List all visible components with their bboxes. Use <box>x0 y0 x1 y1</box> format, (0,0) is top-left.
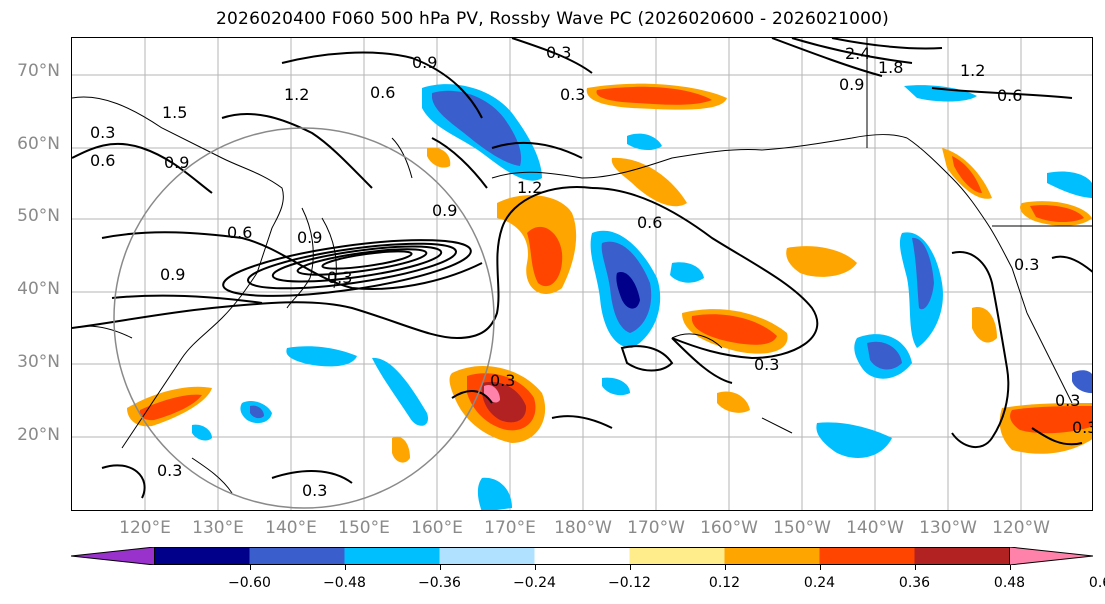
contour-label: 0.3 <box>560 85 585 104</box>
lon-label: 140°E <box>265 518 317 538</box>
lon-label: 120°W <box>992 518 1050 538</box>
colorbar <box>71 547 1093 565</box>
colorbar-tick-mark <box>439 565 441 570</box>
colorbar-swatch <box>724 547 820 565</box>
lon-label: 160°E <box>411 518 463 538</box>
colorbar-swatches <box>71 547 1093 565</box>
contour-label: 0.3 <box>327 268 352 287</box>
colorbar-tick-label: −0.48 <box>323 575 366 591</box>
rossby-wave-region-circle <box>113 127 495 509</box>
contour-label: 1.2 <box>517 178 542 197</box>
colorbar-swatch <box>914 547 1010 565</box>
colorbar-tick-mark <box>629 565 631 570</box>
lat-label-30n: 30°N <box>17 352 60 372</box>
colorbar-tick-label: 0.36 <box>898 575 931 591</box>
colorbar-swatch <box>71 547 155 565</box>
lon-label: 140°W <box>846 518 904 538</box>
contour-label: 0.3 <box>754 355 779 374</box>
contour-label: 0.9 <box>839 75 864 94</box>
colorbar-swatch <box>1009 547 1093 565</box>
lon-label: 120°E <box>119 518 171 538</box>
lat-label-50n: 50°N <box>17 206 60 226</box>
contour-label-layer: 0.3 0.3 2.4 1.8 0.9 1.2 0.6 0.6 1.5 0.9 … <box>90 43 1093 500</box>
colorbar-swatch <box>819 547 915 565</box>
coastlines <box>72 38 1092 494</box>
contour-label: 1.2 <box>284 85 309 104</box>
lat-label-60n: 60°N <box>17 134 60 154</box>
contour-label: 2.4 <box>845 44 870 63</box>
contour-label: 0.6 <box>637 213 662 232</box>
colorbar-tick-mark <box>819 565 821 570</box>
contour-label: 0.6 <box>997 86 1022 105</box>
contour-label: 0.3 <box>546 43 571 62</box>
pv-map-canvas: 0.3 0.3 2.4 1.8 0.9 1.2 0.6 0.6 1.5 0.9 … <box>72 38 1093 510</box>
colorbar-tick-label: −0.12 <box>608 575 651 591</box>
colorbar-tick-label: 0.12 <box>708 575 741 591</box>
colorbar-swatch <box>154 547 250 565</box>
contour-label: 0.3 <box>157 461 182 480</box>
lat-label-70n: 70°N <box>17 61 60 81</box>
pv-shading <box>127 83 1092 510</box>
colorbar-tick-mark <box>534 565 536 570</box>
contour-label: 1.8 <box>878 58 903 77</box>
colorbar-swatch <box>629 547 725 565</box>
colorbar-tick-label: −0.24 <box>513 575 556 591</box>
colorbar-tick-mark <box>914 565 916 570</box>
contour-label: 0.6 <box>90 151 115 170</box>
contour-label: 0.9 <box>432 201 457 220</box>
lon-label: 150°E <box>338 518 390 538</box>
lon-label: 170°E <box>484 518 536 538</box>
contour-label: 0.3 <box>1055 391 1080 410</box>
map-title: 2026020400 F060 500 hPa PV, Rossby Wave … <box>216 9 889 29</box>
lon-label: 180°W <box>554 518 612 538</box>
lon-label: 170°W <box>627 518 685 538</box>
lat-label-20n: 20°N <box>17 425 60 445</box>
contour-label: 0.6 <box>227 223 252 242</box>
contour-label: 0.9 <box>297 228 322 247</box>
contour-label: 0.9 <box>160 265 185 284</box>
colorbar-tick-mark <box>724 565 726 570</box>
colorbar-swatch <box>534 547 630 565</box>
colorbar-swatch <box>439 547 535 565</box>
lon-label: 150°W <box>773 518 831 538</box>
colorbar-border <box>154 547 1010 565</box>
contour-label: 1.2 <box>960 61 985 80</box>
contour-label: 0.3 <box>90 123 115 142</box>
colorbar-swatch <box>249 547 345 565</box>
colorbar-tick-mark <box>1009 565 1011 570</box>
lon-label: 130°W <box>919 518 977 538</box>
colorbar-tick-label: 0.24 <box>803 575 836 591</box>
contour-label: 0.6 <box>370 83 395 102</box>
contour-label: 0.9 <box>164 153 189 172</box>
colorbar-tick-label: −0.36 <box>418 575 461 591</box>
contour-label: 0.3 <box>490 371 515 390</box>
colorbar-tick-label: 0.48 <box>993 575 1026 591</box>
pv-contours <box>72 38 1092 499</box>
lon-label: 160°W <box>700 518 758 538</box>
colorbar-tick-label: 0.60 <box>1088 575 1105 591</box>
colorbar-tick-label: −0.60 <box>228 575 271 591</box>
lat-label-40n: 40°N <box>17 279 60 299</box>
contour-label: 0.9 <box>412 53 437 72</box>
colorbar-tick-mark <box>249 565 251 570</box>
map-panel: 0.3 0.3 2.4 1.8 0.9 1.2 0.6 0.6 1.5 0.9 … <box>71 37 1093 511</box>
lon-label: 130°E <box>192 518 244 538</box>
colorbar-swatch <box>344 547 440 565</box>
contour-label: 0.3 <box>302 481 327 500</box>
contour-label: 1.5 <box>162 103 187 122</box>
colorbar-tick-mark <box>344 565 346 570</box>
contour-label: 0.3 <box>1014 255 1039 274</box>
contour-label: 0.3 <box>1072 418 1093 437</box>
